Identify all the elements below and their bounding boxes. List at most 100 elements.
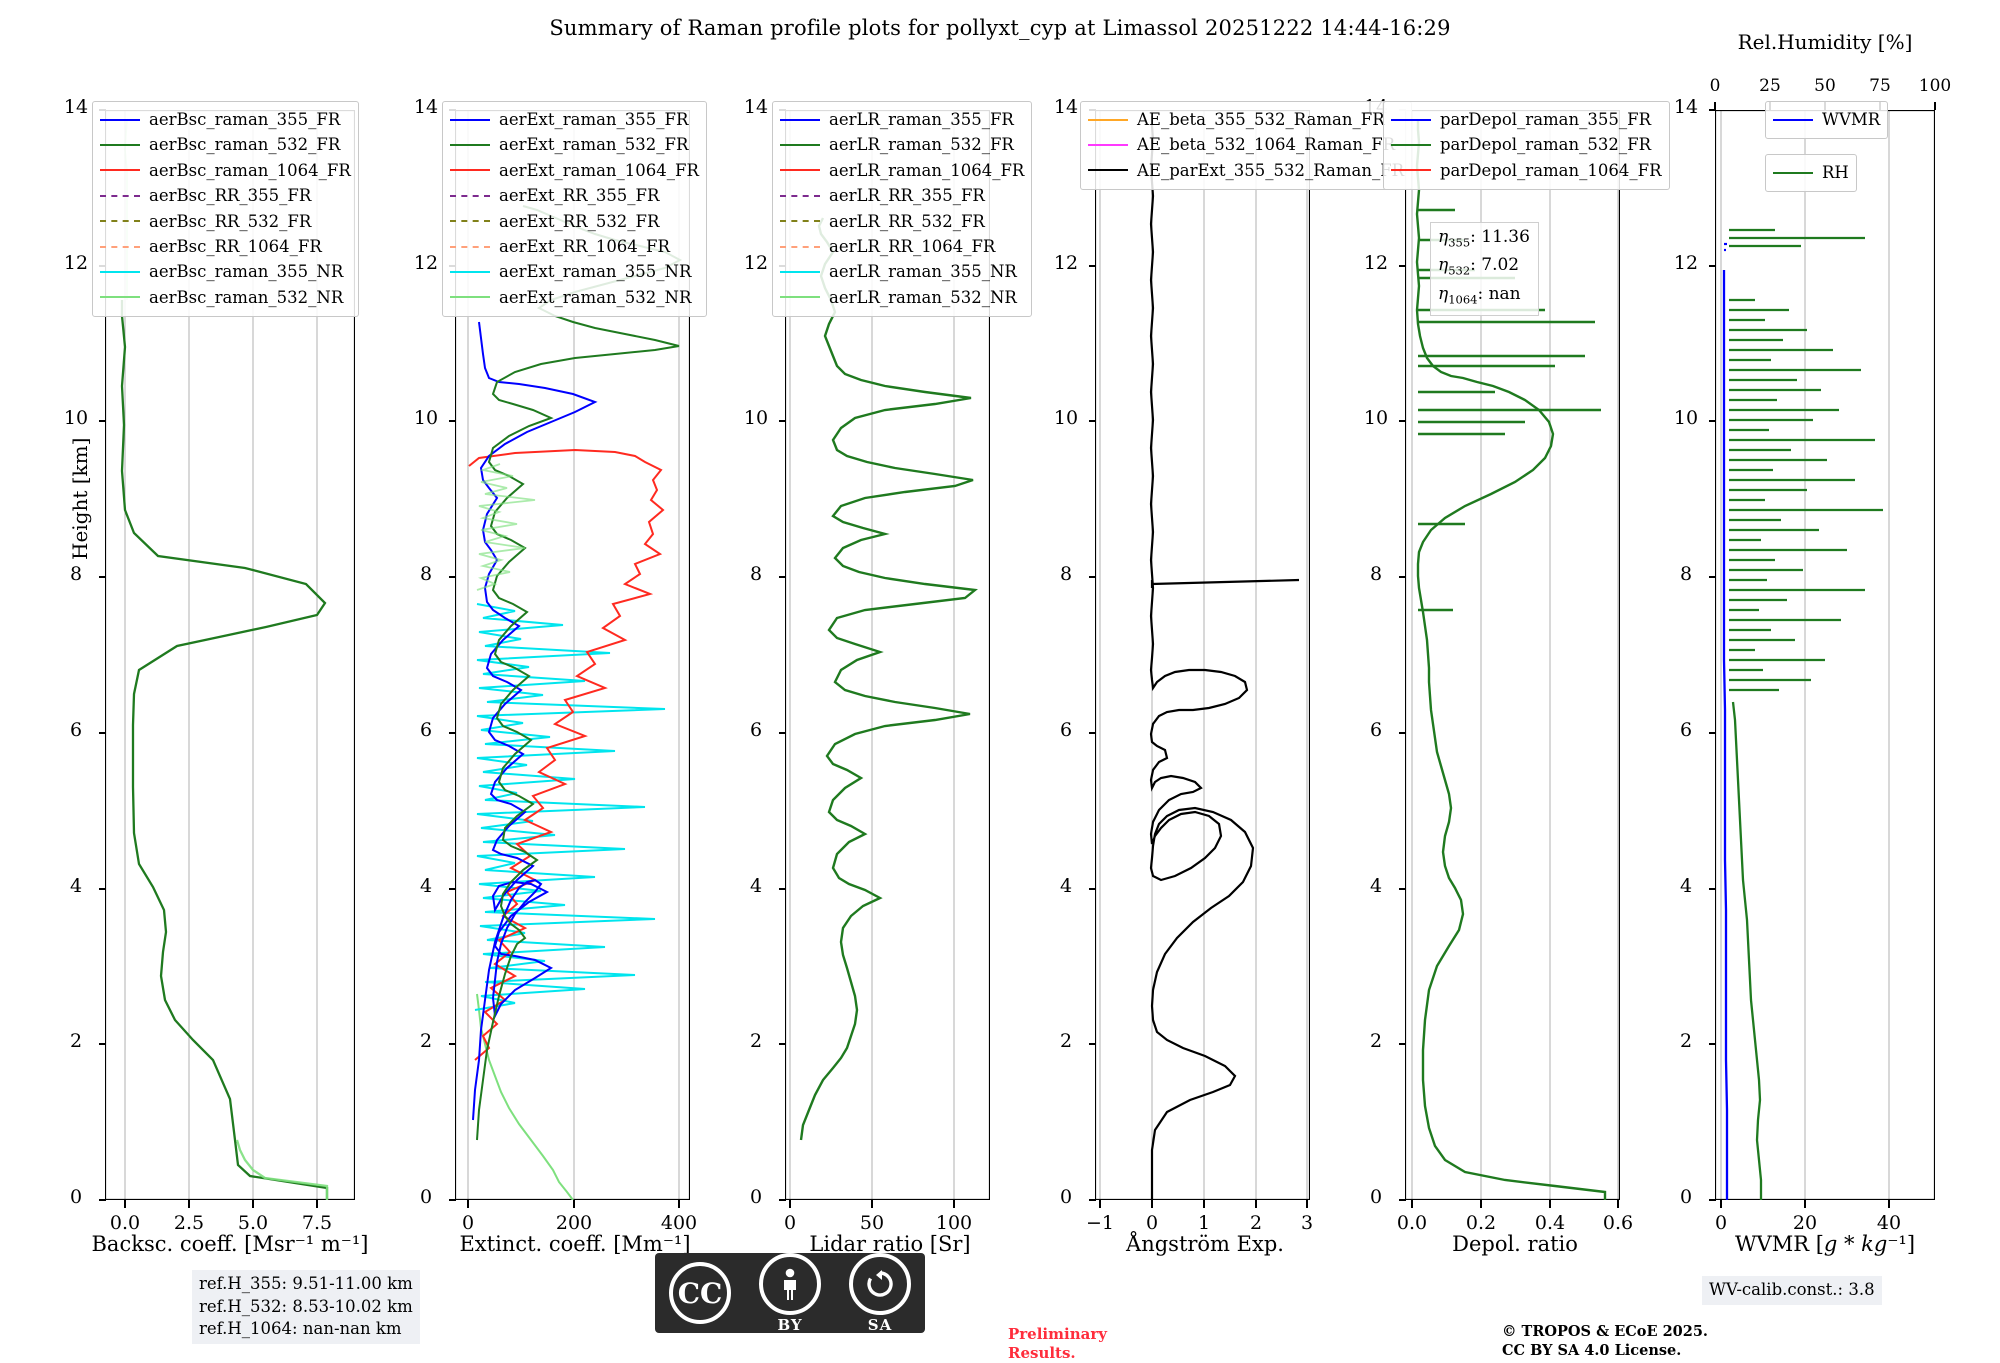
legend-item-aerlr_rr_1064_fr[interactable]: aerLR_RR_1064_FR: [780, 234, 1024, 259]
y-tick-mark: [1089, 1199, 1096, 1201]
legend-swatch-icon: [780, 169, 820, 172]
legend-swatch-icon: [780, 118, 820, 121]
legend-item-aerbsc_raman_355_nr[interactable]: aerBsc_raman_355_NR: [100, 259, 351, 284]
legend-swatch-icon: [450, 169, 490, 172]
legend-item-aerlr_rr_355_fr[interactable]: aerLR_RR_355_FR: [780, 183, 1024, 208]
x-tick-mark: [1150, 1200, 1153, 1208]
legend-item-aerbsc_rr_1064_fr[interactable]: aerBsc_RR_1064_FR: [100, 234, 351, 259]
y-tick-mark: [779, 1043, 786, 1046]
x-tick-mark: [1720, 1200, 1722, 1208]
legend-swatch-icon: [450, 245, 490, 248]
y-tick-mark: [1709, 109, 1716, 111]
legend-item-aerext_raman_532_fr[interactable]: aerExt_raman_532_FR: [450, 132, 699, 157]
y-tick-label: 2: [1369, 1030, 1383, 1053]
legend-item-pardepol_raman_355_fr[interactable]: parDepol_raman_355_FR: [1391, 107, 1662, 132]
y-tick-label: 2: [419, 1030, 433, 1053]
legend-swatch-icon: [780, 271, 820, 274]
figure-title: Summary of Raman profile plots for polly…: [549, 16, 1451, 40]
legend-item-aerlr_raman_1064_fr[interactable]: aerLR_raman_1064_FR: [780, 158, 1024, 183]
legend-item-aerbsc_raman_1064_fr[interactable]: aerBsc_raman_1064_FR: [100, 158, 351, 183]
cc-mark: CC: [655, 1262, 745, 1324]
legend-item-ae_beta_532_1064_raman_fr[interactable]: AE_beta_532_1064_Raman_FR: [1088, 132, 1404, 157]
legend-item-ae_parext_355_532_raman_fr[interactable]: AE_parExt_355_532_Raman_FR: [1088, 158, 1404, 183]
x-tick-label: 0.6: [1602, 1212, 1634, 1234]
legend-item-label: aerBsc_RR_532_FR: [149, 211, 312, 231]
legend-item-rh[interactable]: RH: [1773, 160, 1849, 185]
legend-item-wvmr[interactable]: WVMR: [1773, 107, 1880, 132]
y-tick-label: 14: [413, 96, 439, 118]
y-tick-mark: [1399, 420, 1406, 423]
x-tick-label: 5.0: [237, 1212, 269, 1234]
legend-item-aerext_raman_532_nr[interactable]: aerExt_raman_532_NR: [450, 285, 699, 310]
x-tick-label: 0.0: [109, 1212, 141, 1234]
legend-item-aerbsc_raman_532_fr[interactable]: aerBsc_raman_532_FR: [100, 132, 351, 157]
legend-item-pardepol_raman_532_fr[interactable]: parDepol_raman_532_FR: [1391, 132, 1662, 157]
legend-item-aerext_rr_1064_fr[interactable]: aerExt_RR_1064_FR: [450, 234, 699, 259]
y-tick-mark: [1399, 1043, 1406, 1046]
legend-item-label: aerBsc_raman_355_NR: [149, 262, 344, 282]
legend-item-pardepol_raman_1064_fr[interactable]: parDepol_raman_1064_FR: [1391, 158, 1662, 183]
xlabel-wvmr: WVMR [𝑔 * 𝑘𝑔⁻¹]: [1734, 1232, 1916, 1256]
legend-item-aerext_raman_355_nr[interactable]: aerExt_raman_355_NR: [450, 259, 699, 284]
y-tick-mark: [99, 1199, 106, 1201]
cc-license-badge[interactable]: CC BY SA: [655, 1252, 925, 1334]
x-tick-label: 0.4: [1534, 1212, 1566, 1234]
legend-item-ae_beta_355_532_raman_fr[interactable]: AE_beta_355_532_Raman_FR: [1088, 107, 1404, 132]
legend-item-aerlr_raman_355_fr[interactable]: aerLR_raman_355_FR: [780, 107, 1024, 132]
legend-item-aerbsc_rr_532_fr[interactable]: aerBsc_RR_532_FR: [100, 209, 351, 234]
legend-item-label: aerExt_RR_532_FR: [499, 211, 660, 231]
legend-swatch-icon: [1391, 144, 1431, 147]
panel-backscatter: aerBsc_raman_355_FR aerBsc_raman_532_FR ae…: [92, 101, 359, 1200]
xlabel-lidar-ratio: Lidar ratio [Sr]: [809, 1232, 971, 1256]
legend-item-aerlr_raman_532_nr[interactable]: aerLR_raman_532_NR: [780, 285, 1024, 310]
legend-item-aerext_rr_355_fr[interactable]: aerExt_RR_355_FR: [450, 183, 699, 208]
y-tick-label: 10: [743, 407, 769, 430]
x-tick-label: 0: [783, 1212, 797, 1234]
rh-tick-label: 50: [1814, 76, 1836, 96]
x-tick-label: 0: [1714, 1212, 1728, 1234]
y-tick-label: 6: [1059, 718, 1073, 741]
x-tick-label: 0.2: [1465, 1212, 1497, 1234]
cc-icon: CC: [669, 1262, 731, 1324]
x-tick-mark: [1804, 1200, 1806, 1208]
y-tick-label: 4: [69, 874, 83, 897]
y-tick-label: 4: [419, 874, 433, 897]
legend-swatch-icon: [1391, 169, 1431, 172]
legend-item-label: aerBsc_raman_532_NR: [149, 287, 344, 307]
y-tick-label: 6: [749, 718, 763, 741]
y-tick-mark: [1709, 887, 1716, 890]
y-tick-label: 4: [749, 874, 763, 897]
xlabel-angstrom: Ångström Exp.: [1126, 1232, 1284, 1256]
cc-sa-label: SA: [867, 1315, 893, 1334]
legend-item-label: aerLR_raman_355_NR: [829, 262, 1017, 282]
y-tick-mark: [99, 420, 106, 423]
legend-item-aerlr_raman_355_nr[interactable]: aerLR_raman_355_NR: [780, 259, 1024, 284]
eta-line-355: η355: 11.36: [1438, 227, 1530, 250]
legend-item-aerext_raman_355_fr[interactable]: aerExt_raman_355_FR: [450, 107, 699, 132]
legend-item-label: aerExt_RR_355_FR: [499, 186, 660, 206]
legend-item-label: aerExt_RR_1064_FR: [499, 236, 670, 256]
legend-item-aerbsc_raman_532_nr[interactable]: aerBsc_raman_532_NR: [100, 285, 351, 310]
legend-item-aerext_raman_1064_fr[interactable]: aerExt_raman_1064_FR: [450, 158, 699, 183]
legend-item-label: AE_beta_532_1064_Raman_FR: [1137, 135, 1396, 155]
legend-item-label: parDepol_raman_1064_FR: [1440, 160, 1662, 180]
legend-item-aerbsc_raman_355_fr[interactable]: aerBsc_raman_355_FR: [100, 107, 351, 132]
legend-item-aerext_rr_532_fr[interactable]: aerExt_RR_532_FR: [450, 209, 699, 234]
legend-swatch-icon: [450, 271, 490, 274]
x-tick-mark: [789, 1200, 791, 1208]
xlabel-extinction: Extinct. coeff. [Mm⁻¹]: [459, 1232, 691, 1256]
panel-lidar-ratio: aerLR_raman_355_FR aerLR_raman_532_FR aerL…: [772, 101, 1033, 1200]
y-tick-mark: [779, 420, 786, 423]
y-tick-label: 14: [1053, 96, 1079, 118]
legend-item-label: AE_beta_355_532_Raman_FR: [1137, 110, 1385, 129]
y-tick-mark: [779, 731, 786, 734]
x-tick-label: 7.5: [301, 1212, 333, 1234]
legend-item-aerlr_raman_532_fr[interactable]: aerLR_raman_532_FR: [780, 132, 1024, 157]
legend-item-label: aerExt_raman_355_FR: [499, 110, 689, 129]
legend-swatch-icon: [450, 118, 490, 121]
y-tick-label: 8: [1059, 563, 1073, 586]
x-tick-label: 2: [1249, 1212, 1263, 1234]
x-tick-label: −1: [1085, 1212, 1114, 1234]
legend-item-aerbsc_rr_355_fr[interactable]: aerBsc_RR_355_FR: [100, 183, 351, 208]
legend-item-aerlr_rr_532_fr[interactable]: aerLR_RR_532_FR: [780, 209, 1024, 234]
